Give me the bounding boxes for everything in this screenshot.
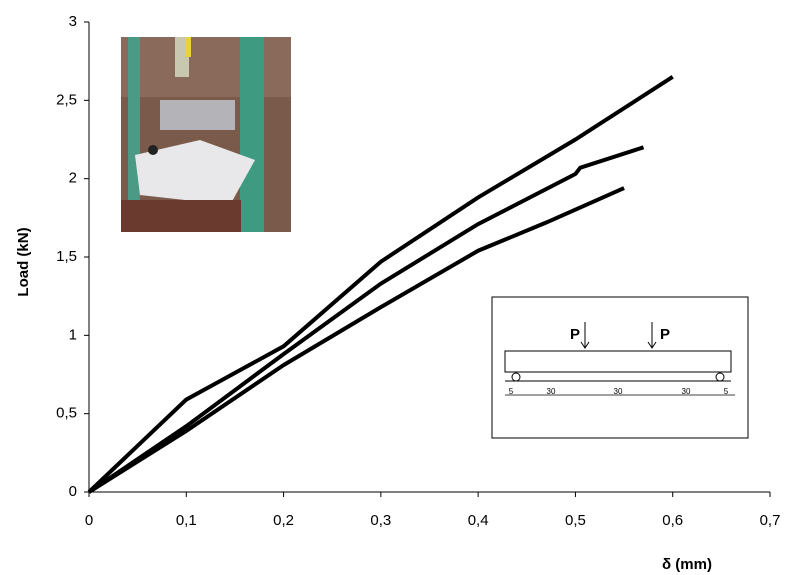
load-label: P (660, 326, 670, 343)
y-tick-label: 1 (69, 326, 77, 343)
x-tick-label: 0,6 (662, 512, 683, 529)
y-axis-title: Load (kN) (15, 227, 32, 296)
y-tick-label: 2,5 (56, 91, 77, 108)
span-label: 5 (509, 387, 514, 396)
series-line (87, 75, 674, 494)
x-tick-label: 0,2 (273, 512, 294, 529)
series-line (87, 186, 625, 494)
x-tick-label: 0,5 (565, 512, 586, 529)
y-tick-label: 0,5 (56, 405, 77, 422)
inset-diagram (491, 296, 749, 439)
x-axis-title: δ (mm) (662, 556, 712, 573)
x-tick-label: 0,3 (370, 512, 391, 529)
y-tick-label: 0 (69, 483, 77, 500)
span-label: 30 (682, 387, 691, 396)
x-tick-label: 0,7 (760, 512, 781, 529)
y-tick-label: 1,5 (56, 248, 77, 265)
load-label: P (570, 326, 580, 343)
x-tick-label: 0,1 (176, 512, 197, 529)
x-tick-label: 0 (85, 512, 93, 529)
series-line (87, 145, 645, 494)
span-label: 5 (724, 387, 729, 396)
inset-photo (121, 37, 291, 232)
y-tick-label: 3 (69, 13, 77, 30)
x-tick-label: 0,4 (468, 512, 489, 529)
span-label: 30 (614, 387, 623, 396)
span-label: 30 (547, 387, 556, 396)
y-tick-label: 2 (69, 170, 77, 187)
